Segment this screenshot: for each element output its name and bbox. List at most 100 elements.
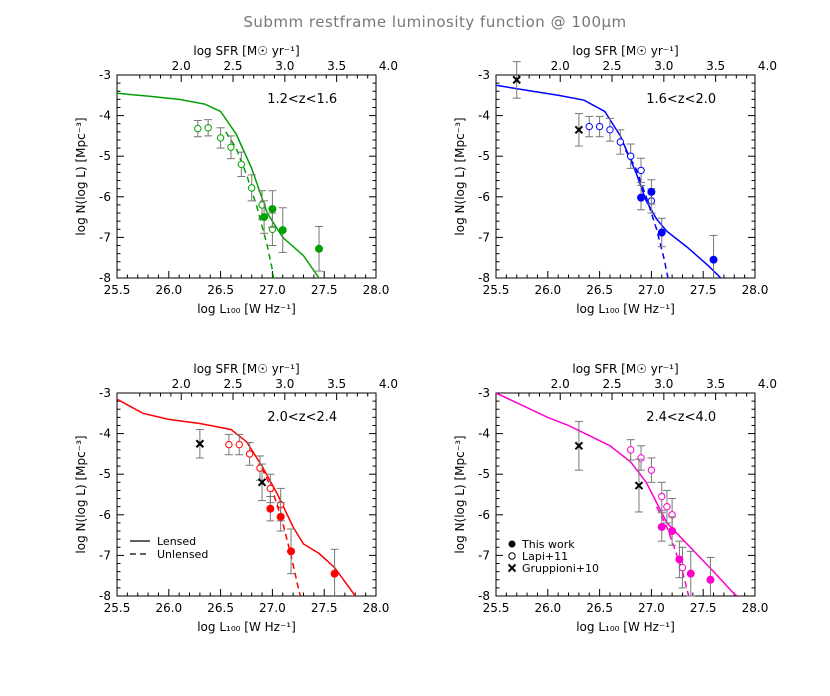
y-tick-label: -6 [99,508,111,522]
lapi11-point [225,440,233,449]
x-axis-title: log L₁₀₀ [W Hz⁻¹] [197,620,296,634]
y-tick-label: -4 [99,109,111,123]
legend-this-work-marker [508,540,516,548]
unlensed-model-line [624,149,669,278]
y-tick-label: -7 [478,548,490,562]
x-tick-label: 26.0 [534,601,561,615]
x-tick-label: 25.5 [104,283,131,297]
y-tick-label: -8 [478,271,490,285]
y-tick-label: -3 [99,68,111,82]
x-tick-label: 26.5 [586,601,613,615]
x-axis-title: log L₁₀₀ [W Hz⁻¹] [576,302,675,316]
x-tick-label: 28.0 [742,283,769,297]
y-tick-label: -5 [478,467,490,481]
x-tick-label: 26.5 [586,283,613,297]
top-tick-label: 3.5 [706,59,725,73]
this-work-point [266,504,275,513]
lapi11-point [637,166,645,175]
lapi11-point [678,563,687,572]
y-tick-label: -7 [99,230,111,244]
this-work-point [260,213,269,222]
y-tick-label: -4 [478,427,490,441]
x-axis-title: log L₁₀₀ [W Hz⁻¹] [576,620,675,634]
panel-3: 25.5 26.0 26.5 27.0 27.5 28.0 -3 -4 -5 -6 -7 -8 2.0 2… [74,362,398,634]
y-tick-label: -7 [99,548,111,562]
top-tick-label: 4.0 [758,59,777,73]
panel-1: 25.5 26.0 26.5 27.0 27.5 28.0 -3 -4 -5 -6 -7 -8 2.0 2… [74,44,398,316]
lapi11-point [647,466,656,474]
top-tick-label: 4.0 [758,377,777,391]
top-tick-label: 3.0 [275,59,294,73]
lapi11-point [245,450,254,458]
x-tick-label: 28.0 [363,283,390,297]
top-tick-label: 2.5 [602,377,621,391]
redshift-label: 1.2<z<1.6 [267,92,337,107]
legend-gruppioni10-marker [507,563,517,573]
legend-lapi11-label: Lapi+11 [522,550,568,563]
y-tick-label: -7 [478,230,490,244]
x-tick-label: 27.0 [638,601,665,615]
panel-2: 25.5 26.0 26.5 27.0 27.5 28.0 -3 -4 -5 -6 -7 -8 2.0 2… [453,44,777,316]
this-work-point [686,569,695,578]
lapi11-point [626,152,635,160]
this-work-point [287,547,296,556]
gruppioni10-point [634,481,644,490]
legend-gruppioni10-label: Gruppioni+10 [522,562,599,575]
y-tick-label: -8 [478,589,490,603]
gruppioni10-point [257,478,267,487]
top-tick-label: 2.0 [551,377,570,391]
x-tick-label: 27.5 [311,601,338,615]
y-tick-label: -5 [99,149,111,163]
x-tick-label: 27.5 [690,601,717,615]
top-tick-label: 3.5 [327,377,346,391]
this-work-point [278,226,287,235]
x-tick-label: 27.0 [259,601,286,615]
y-tick-label: -8 [99,589,111,603]
top-axis-title: log SFR [M☉ yr⁻¹] [572,44,678,58]
plot-frame [495,74,756,279]
top-tick-label: 3.5 [327,59,346,73]
legend-unlensed-label: Unlensed [157,548,208,561]
top-tick-label: 2.0 [172,59,191,73]
top-axis-title: log SFR [M☉ yr⁻¹] [193,44,299,58]
this-work-point [637,193,646,202]
this-work-point [709,255,718,264]
plot-frame [116,392,377,597]
x-tick-label: 25.5 [483,601,510,615]
panel-4: 25.5 26.0 26.5 27.0 27.5 28.0 -3 -4 -5 -6 -7 -8 2.0 2… [453,362,777,634]
top-tick-label: 2.5 [223,59,242,73]
top-axis-title: log SFR [M☉ yr⁻¹] [572,362,678,376]
top-tick-label: 2.0 [551,59,570,73]
x-tick-label: 27.0 [638,283,665,297]
x-tick-label: 25.5 [483,283,510,297]
lapi11-point [237,160,246,169]
lapi11-point [194,124,202,133]
y-axis-title: log N(log L) [Mpc⁻³] [74,117,88,235]
top-tick-label: 3.0 [654,377,673,391]
x-tick-label: 26.0 [155,601,182,615]
top-tick-label: 3.0 [275,377,294,391]
lapi11-point [204,124,212,132]
this-work-point [675,555,684,564]
legend-this-work-label: This work [521,538,575,551]
redshift-label: 2.0<z<2.4 [267,410,337,425]
unlensed-model-line [225,131,275,278]
lapi11-point [658,492,666,501]
y-tick-label: -3 [478,68,490,82]
y-tick-label: -5 [478,149,490,163]
lensed-model-line [117,398,356,596]
x-tick-label: 27.5 [311,283,338,297]
top-tick-label: 3.0 [654,59,673,73]
y-tick-label: -3 [478,386,490,400]
this-work-point [276,512,285,521]
top-tick-label: 4.0 [379,377,398,391]
lapi11-point [663,502,671,511]
lapi11-point [616,138,625,146]
top-axis-title: log SFR [M☉ yr⁻¹] [193,362,299,376]
top-tick-label: 4.0 [379,59,398,73]
y-tick-label: -6 [478,508,490,522]
this-work-point [268,204,277,213]
x-tick-label: 28.0 [363,601,390,615]
y-axis-title: log N(log L) [Mpc⁻³] [74,435,88,553]
